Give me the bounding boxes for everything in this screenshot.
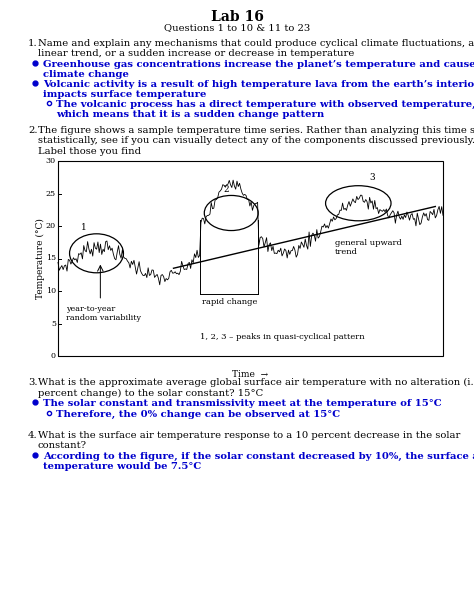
Text: general upward
trend: general upward trend bbox=[335, 239, 402, 256]
Text: 1.: 1. bbox=[28, 39, 37, 48]
Text: What is the surface air temperature response to a 10 percent decrease in the sol: What is the surface air temperature resp… bbox=[38, 431, 460, 451]
Text: The figure shows a sample temperature time series. Rather than analyzing this ti: The figure shows a sample temperature ti… bbox=[38, 126, 474, 156]
Text: The solar constant and transmissivity meet at the temperature of 15°C: The solar constant and transmissivity me… bbox=[43, 399, 442, 408]
Text: rapid change: rapid change bbox=[201, 299, 257, 306]
Text: Therefore, the 0% change can be observed at 15°C: Therefore, the 0% change can be observed… bbox=[56, 410, 340, 419]
Text: Name and explain any mechanisms that could produce cyclical climate fluctuations: Name and explain any mechanisms that cou… bbox=[38, 39, 474, 58]
Text: 30: 30 bbox=[46, 157, 56, 165]
Text: 4.: 4. bbox=[28, 431, 37, 440]
Text: What is the approximate average global surface air temperature with no alteratio: What is the approximate average global s… bbox=[38, 378, 474, 398]
Text: 15: 15 bbox=[46, 254, 56, 262]
Text: Temperature (°C): Temperature (°C) bbox=[36, 218, 45, 299]
Text: 5: 5 bbox=[51, 319, 56, 327]
Text: 2.: 2. bbox=[28, 126, 37, 135]
Text: Questions 1 to 10 & 11 to 23: Questions 1 to 10 & 11 to 23 bbox=[164, 23, 310, 32]
Text: Lab 16: Lab 16 bbox=[210, 10, 264, 24]
Text: 25: 25 bbox=[46, 189, 56, 197]
Text: 3.: 3. bbox=[28, 378, 37, 387]
Text: 10: 10 bbox=[46, 287, 56, 295]
Text: 1, 2, 3 – peaks in quasi-cyclical pattern: 1, 2, 3 – peaks in quasi-cyclical patter… bbox=[201, 333, 365, 341]
Text: 20: 20 bbox=[46, 222, 56, 230]
Text: 3: 3 bbox=[370, 173, 375, 182]
Text: 2: 2 bbox=[224, 185, 229, 194]
Text: year-to-year
random variability: year-to-year random variability bbox=[66, 305, 141, 322]
Text: The volcanic process has a direct temperature with observed temperature,
which m: The volcanic process has a direct temper… bbox=[56, 100, 474, 120]
Text: Greenhouse gas concentrations increase the planet’s temperature and causes linea: Greenhouse gas concentrations increase t… bbox=[43, 60, 474, 80]
Text: 0: 0 bbox=[51, 352, 56, 360]
Text: Time  →: Time → bbox=[232, 370, 269, 379]
Bar bbox=[58, 161, 443, 356]
Text: Volcanic activity is a result of high temperature lava from the earth’s interior: Volcanic activity is a result of high te… bbox=[43, 80, 474, 99]
Text: According to the figure, if the solar constant decreased by 10%, the surface air: According to the figure, if the solar co… bbox=[43, 452, 474, 471]
Text: 1: 1 bbox=[81, 223, 87, 232]
